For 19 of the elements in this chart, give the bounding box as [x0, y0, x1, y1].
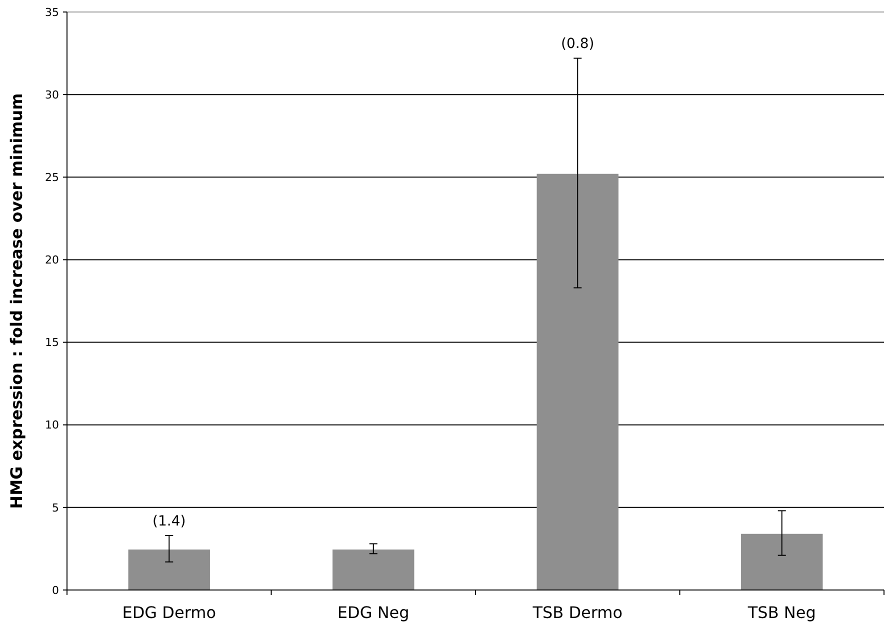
bar: [536, 174, 618, 590]
y-tick-label: 15: [45, 336, 59, 350]
y-tick-label: 10: [45, 418, 59, 432]
y-axis-title: HMG expression : fold increase over minimum: [7, 93, 26, 509]
y-tick-label: 25: [45, 170, 59, 184]
y-tick-label: 35: [45, 6, 59, 19]
bar: [128, 550, 210, 590]
y-tick-label: 20: [45, 254, 59, 267]
x-tick-label: TSB Neg: [746, 603, 816, 622]
y-tick-label: 0: [52, 584, 59, 597]
x-tick-label: EDG Neg: [337, 603, 410, 622]
annotation: (0.8): [561, 36, 594, 52]
annotation: (1.4): [152, 514, 186, 530]
y-tick-label: 5: [52, 501, 59, 514]
x-tick-label: EDG Dermo: [122, 603, 216, 622]
y-tick-label: 30: [45, 88, 59, 102]
bar: [741, 534, 823, 590]
bar: [332, 550, 414, 590]
x-tick-label: TSB Dermo: [532, 603, 623, 622]
